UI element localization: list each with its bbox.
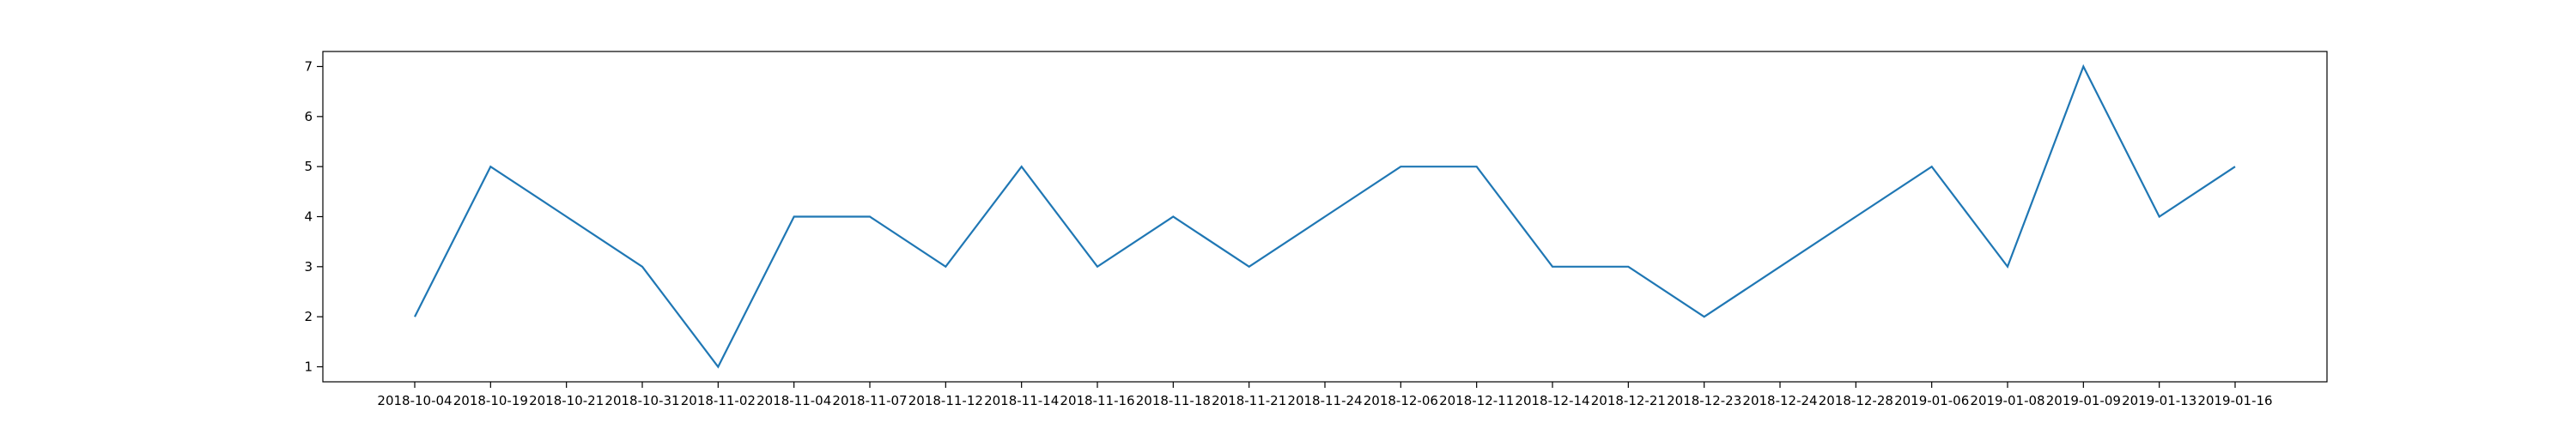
x-tick-label: 2018-11-16 (1060, 393, 1134, 408)
x-tick-label: 2018-11-04 (756, 393, 831, 408)
x-tick-label: 2018-12-23 (1667, 393, 1741, 408)
x-tick-label: 2018-11-07 (832, 393, 907, 408)
x-tick-label: 2018-12-14 (1515, 393, 1589, 408)
x-axis: 2018-10-04 2018-10-19 2018-10-21 2018-10-31… (377, 382, 2273, 408)
x-tick-label: 2018-10-19 (453, 393, 528, 408)
x-tick-label: 2018-11-14 (984, 393, 1059, 408)
x-tick-label: 2018-10-04 (377, 393, 452, 408)
x-tick-label: 2018-11-12 (908, 393, 983, 408)
x-tick-label: 2019-01-16 (2197, 393, 2272, 408)
y-tick-label: 6 (304, 109, 313, 124)
x-tick-label: 2018-11-02 (681, 393, 756, 408)
x-tick-label: 2018-10-31 (605, 393, 679, 408)
x-tick-label: 2018-12-24 (1742, 393, 1817, 408)
series-layer (414, 63, 2236, 369)
x-tick-label: 2018-11-21 (1212, 393, 1286, 408)
x-tick-label: 2018-12-06 (1364, 393, 1438, 408)
y-tick-label: 7 (304, 59, 313, 75)
y-tick-label: 2 (304, 309, 313, 324)
x-tick-label: 2018-11-18 (1136, 393, 1211, 408)
x-tick-label: 2018-12-21 (1591, 393, 1666, 408)
plot-frame (322, 51, 2328, 383)
y-tick-label: 1 (304, 360, 313, 375)
x-tick-label: 2018-12-28 (1819, 393, 1893, 408)
y-axis: 1 2 3 4 5 6 7 (304, 59, 323, 375)
x-tick-label: 2018-12-11 (1439, 393, 1514, 408)
x-tick-label: 2019-01-09 (2046, 393, 2121, 408)
x-tick-label: 2019-01-08 (1970, 393, 2044, 408)
x-tick-label: 2018-11-24 (1287, 393, 1362, 408)
y-tick-label: 3 (304, 259, 313, 275)
y-tick-label: 5 (304, 159, 313, 174)
x-tick-label: 2019-01-06 (1894, 393, 1969, 408)
y-tick-label: 4 (304, 209, 313, 225)
x-tick-label: 2019-01-13 (2122, 393, 2196, 408)
x-tick-label: 2018-10-21 (529, 393, 604, 408)
series-line-0 (414, 63, 2236, 369)
